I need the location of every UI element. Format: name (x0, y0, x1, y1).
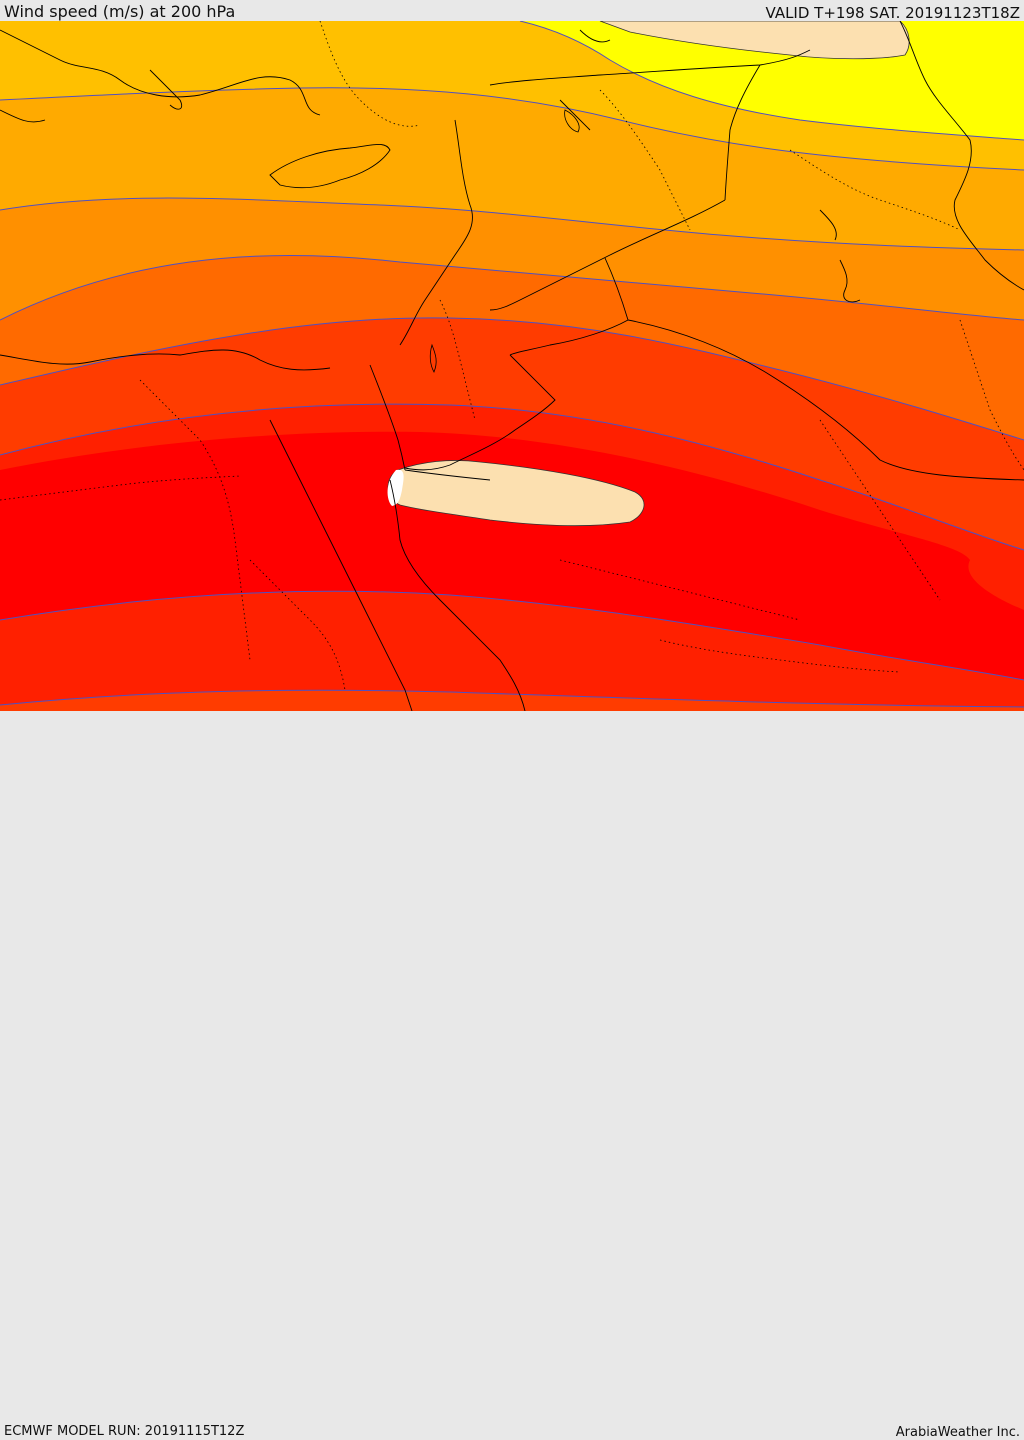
coastlines (0, 21, 1024, 711)
wind-speed-map (0, 21, 1024, 711)
dead-sea (429, 343, 437, 373)
header-bar: Wind speed (m/s) at 200 hPa VALID T+198 … (0, 0, 1024, 21)
credit-label: ArabiaWeather Inc. (895, 1425, 1020, 1440)
province-borders (0, 21, 1024, 691)
country-borders (369, 49, 1024, 481)
max-core-jet (387, 460, 645, 527)
band-red-south-2 (0, 690, 1024, 711)
band-red-south (0, 591, 1024, 711)
model-run-label: ECMWF MODEL RUN: 20191115T12Z (4, 1424, 245, 1439)
contour-lines (0, 21, 1024, 708)
footer-bar: ECMWF MODEL RUN: 20191115T12Z ArabiaWeat… (0, 711, 1024, 1440)
map-title: Wind speed (m/s) at 200 hPa (4, 2, 236, 21)
lake-north (564, 109, 580, 133)
max-core-white (387, 469, 404, 506)
valid-time: VALID T+198 SAT. 20191123T18Z (765, 4, 1020, 22)
